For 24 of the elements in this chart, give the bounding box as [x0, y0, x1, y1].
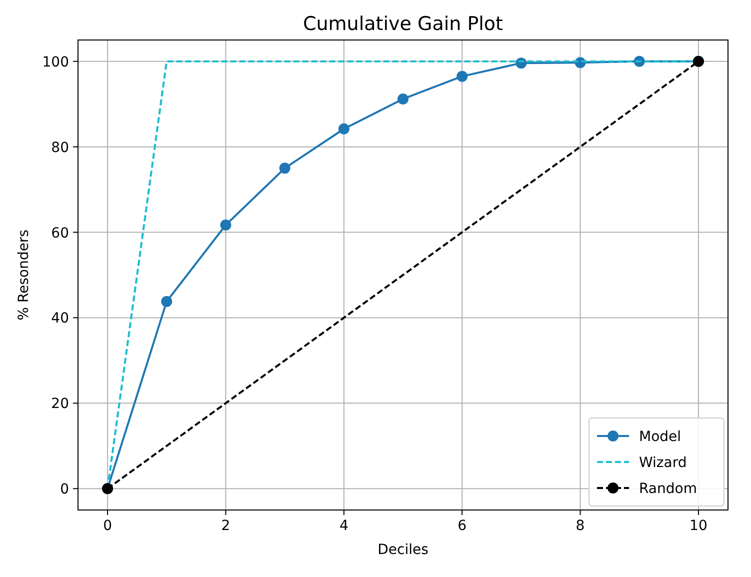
y-tick-label: 80 — [51, 140, 69, 156]
x-axis-title: Deciles — [378, 542, 428, 558]
x-tick-label: 4 — [339, 518, 348, 534]
point — [220, 220, 232, 231]
x-tick-label: 0 — [103, 518, 112, 534]
legend-label: Random — [639, 481, 697, 497]
point — [279, 162, 290, 174]
x-tick-label: 10 — [690, 518, 708, 534]
point — [338, 123, 350, 134]
x-tick-label: 2 — [221, 518, 230, 534]
y-tick-label: 20 — [51, 396, 69, 412]
y-axis-title: % Resonders — [16, 230, 32, 320]
point — [161, 296, 172, 307]
point — [398, 93, 408, 104]
y-tick-label: 40 — [51, 310, 69, 327]
x-tick-label: 6 — [458, 518, 467, 534]
y-tick-label: 60 — [51, 225, 69, 242]
x-tick-label: 8 — [576, 518, 585, 534]
y-tick-label: 100 — [42, 54, 69, 70]
legend-label: Model — [639, 429, 682, 445]
legend-label: Wizard — [639, 455, 687, 471]
y-tick-label: 0 — [60, 482, 69, 498]
chart-title: Cumulative Gain Plot — [302, 13, 504, 35]
point — [456, 70, 468, 82]
